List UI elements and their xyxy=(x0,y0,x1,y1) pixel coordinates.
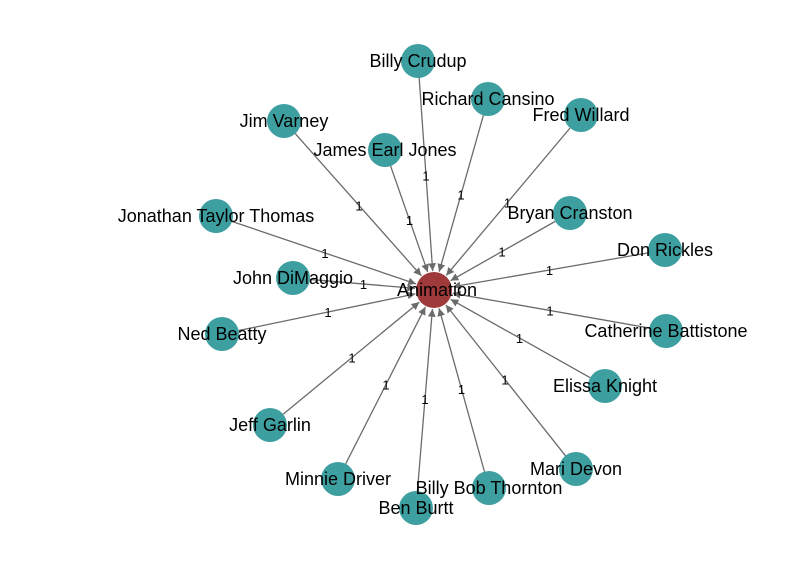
node-label-don-rickles: Don Rickles xyxy=(617,240,713,260)
node-don-rickles[interactable] xyxy=(648,233,682,267)
node-jim-varney[interactable] xyxy=(267,104,301,138)
edge-jim-varney-to-animation xyxy=(294,133,422,277)
edge-jonathan-taylor-thomas-to-animation xyxy=(231,220,417,286)
edge-billy-bob-thornton-to-animation xyxy=(437,308,486,472)
edge-weight-label: 1 xyxy=(355,199,362,214)
edge-weight-label: 1 xyxy=(406,213,413,228)
node-label-billy-bob-thornton: Billy Bob Thornton xyxy=(416,478,563,498)
node-label-billy-crudup: Billy Crudup xyxy=(369,51,466,71)
edge-weight-label: 1 xyxy=(348,351,355,366)
edge-weight-label: 1 xyxy=(321,246,328,261)
node-label-jim-varney: Jim Varney xyxy=(240,111,329,131)
node-mari-devon[interactable] xyxy=(559,452,593,486)
node-minnie-driver[interactable] xyxy=(321,462,355,496)
edge-ned-beatty-to-animation xyxy=(238,291,416,332)
node-billy-bob-thornton[interactable] xyxy=(472,471,506,505)
labels-layer: 1 1 1 1 1 1 1 1 1 1 1 1 1 1 1 1 1 Billy Crudup Richard Can… xyxy=(118,51,748,518)
edge-weight-label: 1 xyxy=(501,373,508,388)
edge-don-rickles-to-animation xyxy=(452,252,649,290)
node-label-animation: Animation xyxy=(397,280,477,300)
edge-fred-willard-to-animation xyxy=(445,127,571,276)
node-label-richard-cansino: Richard Cansino xyxy=(421,89,554,109)
edge-elissa-knight-to-animation xyxy=(450,298,591,379)
node-label-mari-devon: Mari Devon xyxy=(530,459,622,479)
node-catherine-battistone[interactable] xyxy=(649,314,683,348)
node-label-ben-burtt: Ben Burtt xyxy=(378,498,453,518)
node-ben-burtt[interactable] xyxy=(399,491,433,525)
edge-jeff-garlin-to-animation xyxy=(282,301,420,415)
edge-weight-label: 1 xyxy=(457,188,464,203)
node-john-dimaggio[interactable] xyxy=(276,261,310,295)
node-jeff-garlin[interactable] xyxy=(253,408,287,442)
node-bryan-cranston[interactable] xyxy=(553,196,587,230)
edge-weight-label: 1 xyxy=(504,196,511,211)
edge-mari-devon-to-animation xyxy=(445,304,566,457)
edge-weight-label: 1 xyxy=(422,169,429,184)
node-label-james-earl-jones: James Earl Jones xyxy=(313,140,456,160)
node-fred-willard[interactable] xyxy=(564,98,598,132)
node-label-elissa-knight: Elissa Knight xyxy=(553,376,657,396)
edge-weight-label: 1 xyxy=(421,392,428,407)
node-label-catherine-battistone: Catherine Battistone xyxy=(584,321,747,341)
edge-weight-label: 1 xyxy=(546,263,553,278)
node-richard-cansino[interactable] xyxy=(471,82,505,116)
edge-weight-label: 1 xyxy=(382,378,389,393)
edge-billy-crudup-to-animation xyxy=(418,77,437,272)
edge-weight-label: 1 xyxy=(546,304,553,319)
edge-weight-label: 1 xyxy=(498,245,505,260)
edge-ben-burtt-to-animation xyxy=(416,308,436,492)
edge-weight-label: 1 xyxy=(516,331,523,346)
edge-weight-label: 1 xyxy=(458,382,465,397)
node-label-minnie-driver: Minnie Driver xyxy=(285,469,391,489)
node-label-fred-willard: Fred Willard xyxy=(532,105,629,125)
node-label-ned-beatty: Ned Beatty xyxy=(177,324,266,344)
edges-layer xyxy=(231,77,650,492)
node-label-jonathan-taylor-thomas: Jonathan Taylor Thomas xyxy=(118,206,314,226)
edge-john-dimaggio-to-animation xyxy=(309,278,416,292)
node-animation[interactable] xyxy=(416,272,452,308)
edge-richard-cansino-to-animation xyxy=(437,115,485,272)
node-james-earl-jones[interactable] xyxy=(368,133,402,167)
edge-weight-label: 1 xyxy=(324,305,331,320)
edge-minnie-driver-to-animation xyxy=(345,306,426,465)
node-label-bryan-cranston: Bryan Cranston xyxy=(507,203,632,223)
node-label-jeff-garlin: Jeff Garlin xyxy=(229,415,311,435)
node-billy-crudup[interactable] xyxy=(401,44,435,78)
node-elissa-knight[interactable] xyxy=(588,369,622,403)
nodes-layer xyxy=(199,44,683,525)
node-jonathan-taylor-thomas[interactable] xyxy=(199,199,233,233)
edge-james-earl-jones-to-animation xyxy=(390,165,429,273)
edge-weight-label: 1 xyxy=(360,277,367,292)
node-label-john-dimaggio: John DiMaggio xyxy=(233,268,353,288)
edge-bryan-cranston-to-animation xyxy=(450,220,556,282)
edge-catherine-battistone-to-animation xyxy=(452,290,650,329)
node-ned-beatty[interactable] xyxy=(205,317,239,351)
